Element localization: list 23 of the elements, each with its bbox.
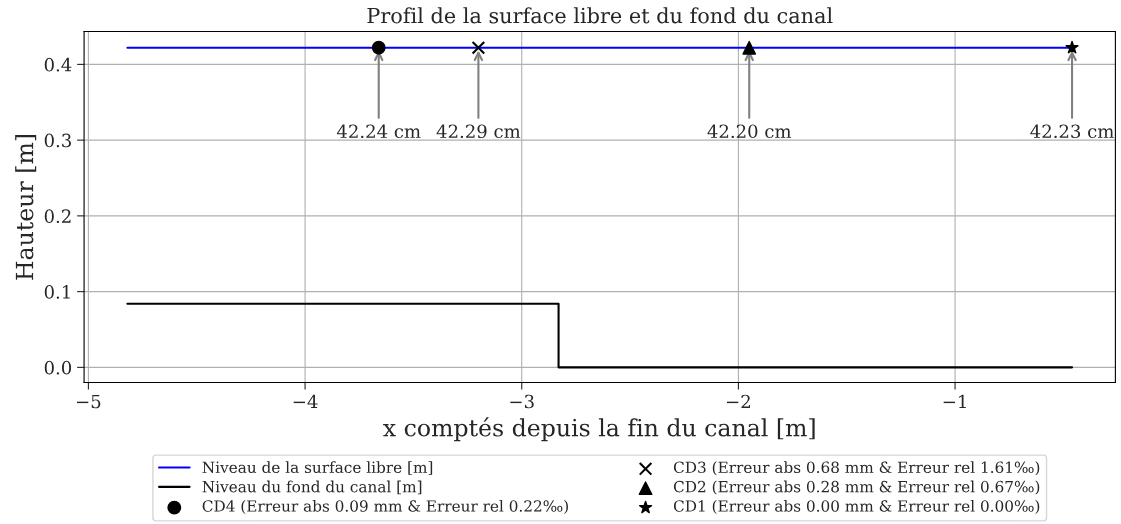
y-tick-label: 0.2 [44, 209, 71, 223]
chart-title: Profil de la surface libre et du fond du canal [367, 7, 833, 24]
legend-label: CD2 (Erreur abs 0.28 mm & Erreur rel 0.67‰) [673, 480, 1040, 495]
annotation: 42.24 cm [336, 124, 421, 139]
x-tick-label: −5 [77, 394, 101, 409]
x-tick-label: −1 [943, 394, 966, 409]
x-tick-label: −2 [727, 394, 750, 409]
x-axis-title: x comptés depuis la fin du canal [m] [383, 417, 815, 442]
legend-label: CD1 (Erreur abs 0.00 mm & Erreur rel 0.00‰) [673, 499, 1040, 514]
y-tick-label: 0.1 [44, 285, 70, 299]
annotation: 42.29 cm [436, 124, 521, 139]
x-tick-label: −3 [510, 394, 534, 409]
y-tick-label: 0.3 [44, 133, 71, 148]
legend-label: Niveau de la surface libre [m] [202, 461, 433, 475]
y-axis-title: Hauteur [m] [15, 134, 37, 280]
annotation: 42.23 cm [1030, 124, 1114, 139]
legend-label: CD4 (Erreur abs 0.09 mm & Erreur rel 0.22‰) [202, 499, 568, 514]
legend-label: Niveau du fond du canal [m] [202, 480, 422, 495]
annotation: 42.20 cm [707, 124, 792, 139]
legend-label: CD3 (Erreur abs 0.68 mm & Erreur rel 1.61‰) [673, 461, 1040, 476]
y-tick-label: 0.4 [44, 57, 72, 72]
y-tick-label: 0.0 [44, 360, 72, 375]
x-tick-label: −4 [293, 394, 318, 409]
